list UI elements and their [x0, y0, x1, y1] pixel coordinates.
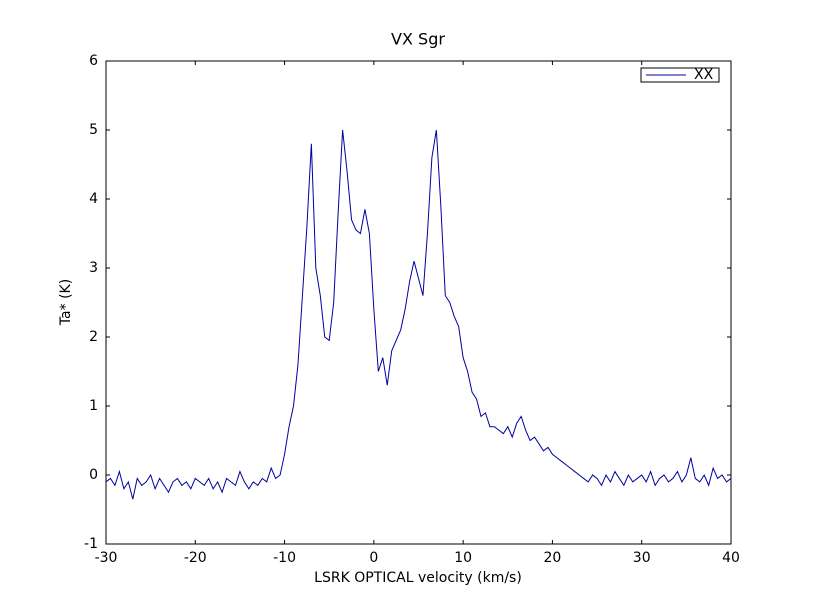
x-tick-label: -30: [95, 550, 118, 566]
x-tick-label: 20: [544, 550, 562, 566]
chart-title: VX Sgr: [391, 30, 445, 49]
y-tick-label: -1: [84, 536, 98, 552]
y-tick-label: 3: [89, 260, 98, 276]
y-tick-label: 1: [89, 398, 98, 414]
y-tick-label: 4: [89, 191, 98, 207]
x-tick-label: -10: [273, 550, 296, 566]
x-tick-label: 30: [633, 550, 651, 566]
x-axis-label: LSRK OPTICAL velocity (km/s): [314, 570, 522, 586]
x-tick-label: 10: [454, 550, 472, 566]
data-line: [105, 129, 732, 500]
plot-frame: [105, 60, 732, 545]
y-tick-label: 0: [89, 467, 98, 483]
y-tick-label: 2: [89, 329, 98, 345]
x-tick-label: 40: [722, 550, 740, 566]
legend-label: XX: [694, 67, 714, 83]
y-axis-label: Ta* (K): [58, 279, 74, 326]
x-tick-label: -20: [184, 550, 207, 566]
y-tick-label: 5: [89, 122, 98, 138]
y-tick-label: 6: [89, 53, 98, 69]
x-tick-label: 0: [369, 550, 378, 566]
